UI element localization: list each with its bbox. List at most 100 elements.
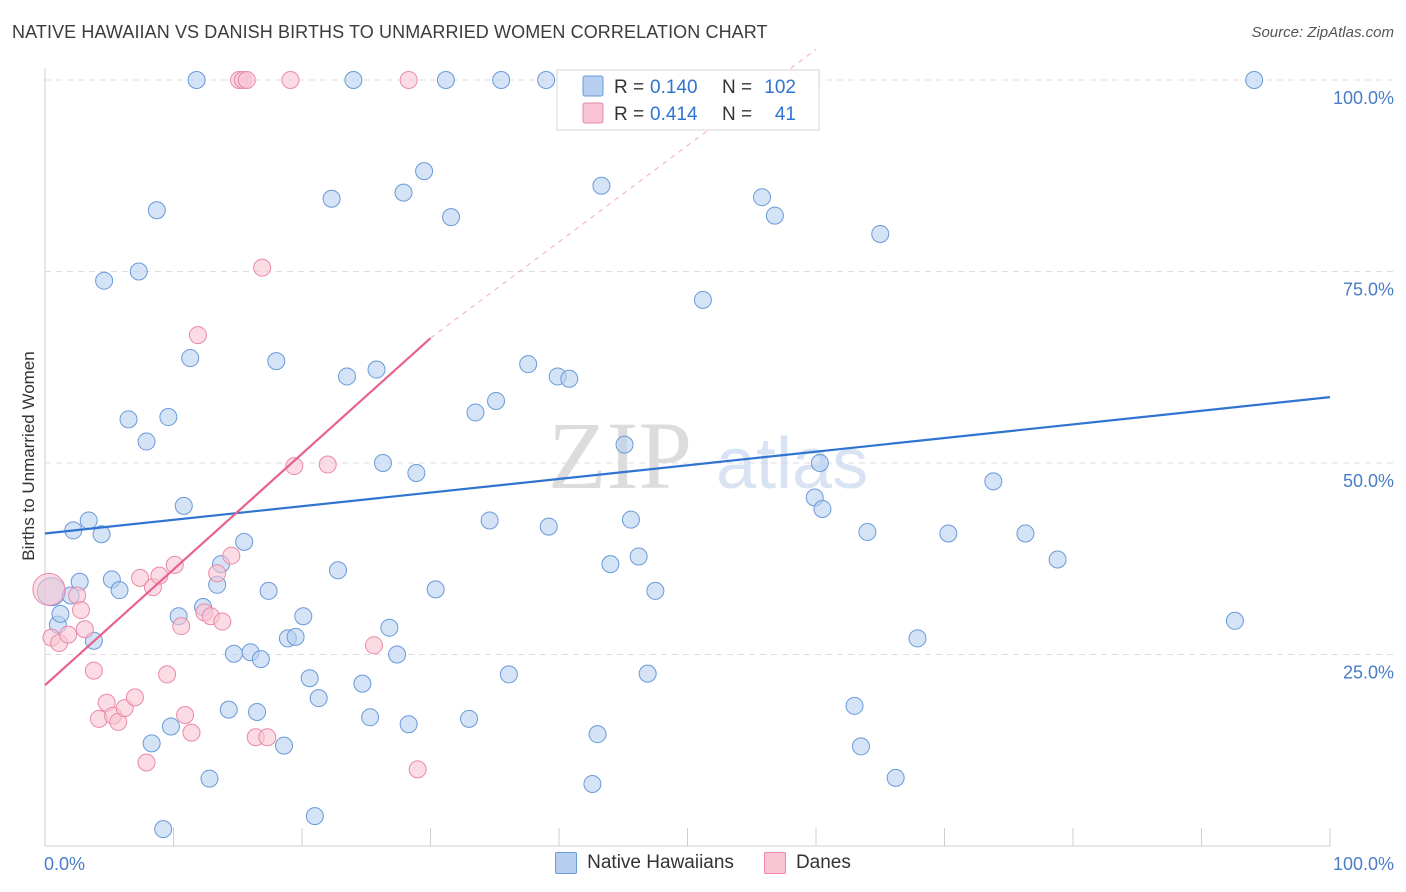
point-native-hawaiians [361,708,380,727]
point-danes [213,612,232,631]
point-danes [131,568,150,587]
point-danes [182,723,201,742]
point-danes [158,665,177,684]
stats-r-label-2: R = [614,104,644,125]
point-native-hawaiians [851,737,870,756]
point-danes [253,258,272,277]
point-native-hawaiians [337,367,356,386]
point-native-hawaiians [51,604,70,623]
point-native-hawaiians [871,224,890,243]
point-native-hawaiians [583,774,602,793]
point-native-hawaiians [380,618,399,637]
point-native-hawaiians [394,183,413,202]
legend-item-native-hawaiians[interactable]: Native Hawaiians [555,852,734,874]
x-tick-label-max: 100.0% [1333,854,1394,874]
watermark-atlas: atlas [716,424,868,504]
stats-r-value-2: 0.414 [650,104,698,125]
point-native-hawaiians [621,510,640,529]
point-native-hawaiians [753,188,772,207]
point-native-hawaiians [399,715,418,734]
point-native-hawaiians [487,391,506,410]
axes [44,68,1331,847]
point-danes [84,661,103,680]
point-danes [237,71,256,89]
point-native-hawaiians [259,581,278,600]
point-native-hawaiians [367,360,386,379]
point-native-hawaiians [79,511,98,530]
point-native-hawaiians [908,629,927,648]
data-points [32,71,1264,839]
grid [45,79,1394,655]
point-native-hawaiians [309,689,328,708]
y-tick-label-75: 75.0% [1343,280,1394,300]
point-native-hawaiians [129,262,148,281]
legend-item-danes[interactable]: Danes [763,852,851,874]
point-danes [222,546,241,565]
point-native-hawaiians [592,176,611,195]
point-danes [318,455,337,474]
point-native-hawaiians [147,201,166,220]
point-native-hawaiians [765,206,784,225]
point-native-hawaiians [1048,550,1067,569]
point-danes [208,564,227,583]
point-native-hawaiians [1225,611,1244,630]
point-native-hawaiians [939,524,958,543]
point-native-hawaiians [480,511,499,530]
point-native-hawaiians [322,189,341,208]
point-danes [285,457,304,476]
point-native-hawaiians [588,725,607,744]
point-native-hawaiians [219,700,238,719]
point-native-hawaiians [858,522,877,541]
point-native-hawaiians [1245,71,1264,89]
point-native-hawaiians [224,644,243,663]
y-tick-label-50: 50.0% [1343,471,1394,491]
point-native-hawaiians [629,547,648,566]
stats-r-label-1: R = [614,77,644,98]
point-danes [364,636,383,655]
point-native-hawaiians [142,734,161,753]
point-danes [59,625,78,644]
watermark-zip: ZIP [548,402,692,509]
point-danes [258,728,277,747]
point-native-hawaiians [137,432,156,451]
legend-label-danes: Danes [795,852,851,873]
trend-lines [44,48,1331,686]
point-native-hawaiians [442,208,461,227]
point-native-hawaiians [1016,524,1035,543]
point-native-hawaiians [174,496,193,515]
point-native-hawaiians [638,664,657,683]
y-tick-label-100: 100.0% [1333,88,1394,108]
point-native-hawaiians [601,555,620,574]
source-label: Source: ZipAtlas.com [1251,24,1394,41]
point-native-hawaiians [537,71,556,89]
point-native-hawaiians [251,650,270,669]
legend-label-native-hawaiians: Native Hawaiians [587,852,734,873]
y-tick-label-25: 25.0% [1343,663,1394,683]
point-native-hawaiians [407,463,426,482]
point-native-hawaiians [460,709,479,728]
point-native-hawaiians [646,581,665,600]
point-native-hawaiians [845,696,864,715]
point-danes [408,760,427,779]
point-native-hawaiians [693,290,712,309]
point-native-hawaiians [95,271,114,290]
point-native-hawaiians [436,71,455,89]
point-native-hawaiians [235,532,254,551]
stats-legend: R = 0.140 N = 102 R = 0.414 N = 41 [556,69,820,131]
watermark: ZIP atlas [548,402,868,509]
point-danes [281,71,300,89]
chart-title: NATIVE HAWAIIAN VS DANISH BIRTHS TO UNMA… [12,22,768,42]
point-native-hawaiians [119,410,138,429]
point-native-hawaiians [344,71,363,89]
point-danes [165,555,184,574]
point-danes [176,706,195,725]
point-native-hawaiians [300,669,319,688]
y-axis-label: Births to Unmarried Women [19,351,38,560]
point-native-hawaiians [154,820,173,839]
point-native-hawaiians [388,645,407,664]
trend-line-danes [44,337,432,686]
point-native-hawaiians [267,352,286,371]
point-native-hawaiians [499,665,518,684]
point-native-hawaiians [187,71,206,89]
